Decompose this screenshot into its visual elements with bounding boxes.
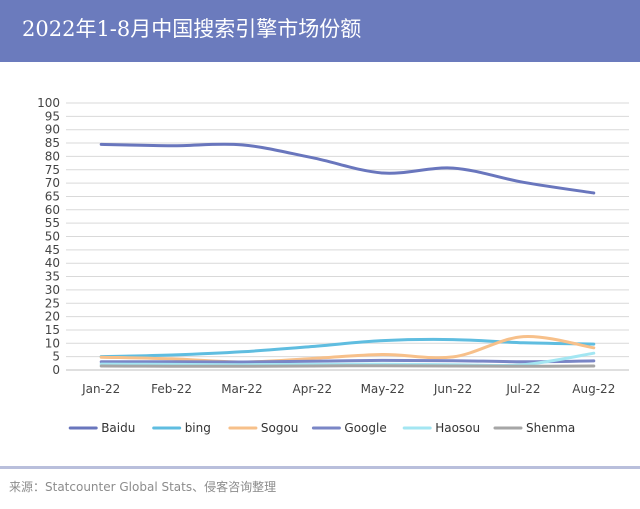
x-tick-label: Jan-22	[81, 382, 120, 396]
series-line-sogou	[99, 335, 596, 364]
source-note: 来源：Statcounter Global Stats、侵客咨询整理	[9, 480, 277, 494]
y-tick-label: 35	[45, 270, 60, 284]
legend-label-baidu: Baidu	[101, 421, 135, 435]
gridlines	[66, 102, 629, 371]
y-tick-label: 70	[45, 176, 60, 190]
y-tick-label: 20	[45, 310, 60, 324]
x-axis: Jan-22 Feb-22 Mar-22 Apr-22 May-22 Jun-22 Jul-…	[81, 382, 615, 396]
footer-divider	[0, 466, 640, 469]
legend-label-bing: bing	[185, 421, 211, 435]
x-tick-label: May-22	[361, 382, 405, 396]
y-tick-label: 10	[45, 336, 60, 350]
y-tick-label: 50	[45, 230, 60, 244]
legend-label-shenma: Shenma	[526, 421, 575, 435]
y-tick-label: 60	[45, 203, 60, 217]
x-tick-label: Mar-22	[221, 382, 262, 396]
y-tick-label: 30	[45, 283, 60, 297]
x-tick-label: Aug-22	[572, 382, 615, 396]
series-line-shenma	[99, 364, 596, 368]
y-tick-label: 90	[45, 123, 60, 137]
x-tick-label: Apr-22	[293, 382, 333, 396]
x-tick-label: Jul-22	[505, 382, 540, 396]
y-tick-label: 55	[45, 216, 60, 230]
series-lines	[99, 142, 596, 368]
legend: Baidu bing Sogou Google Haosou Shenma	[68, 421, 575, 435]
legend-label-sogou: Sogou	[261, 421, 299, 435]
chart-title: 2022年1-8月中国搜索引擎市场份额	[22, 17, 362, 41]
header-bar: 2022年1-8月中国搜索引擎市场份额	[0, 0, 640, 62]
series-line-google	[99, 358, 596, 364]
series-line-baidu	[99, 142, 596, 195]
y-tick-label: 65	[45, 189, 60, 203]
y-tick-label: 45	[45, 243, 60, 257]
line-chart: 0510152025303540455055606570758085909510…	[37, 96, 629, 435]
y-tick-label: 5	[52, 350, 60, 364]
y-tick-label: 80	[45, 149, 60, 163]
y-tick-label: 95	[45, 109, 60, 123]
y-tick-label: 0	[52, 363, 60, 377]
y-axis: 0510152025303540455055606570758085909510…	[37, 96, 60, 377]
y-tick-label: 25	[45, 296, 60, 310]
legend-label-google: Google	[344, 421, 386, 435]
y-tick-label: 75	[45, 163, 60, 177]
y-tick-label: 100	[37, 96, 60, 110]
y-tick-label: 85	[45, 136, 60, 150]
y-tick-label: 15	[45, 323, 60, 337]
series-line-bing	[99, 337, 596, 359]
x-tick-label: Feb-22	[151, 382, 192, 396]
legend-label-haosou: Haosou	[435, 421, 480, 435]
x-tick-label: Jun-22	[433, 382, 472, 396]
y-tick-label: 40	[45, 256, 60, 270]
